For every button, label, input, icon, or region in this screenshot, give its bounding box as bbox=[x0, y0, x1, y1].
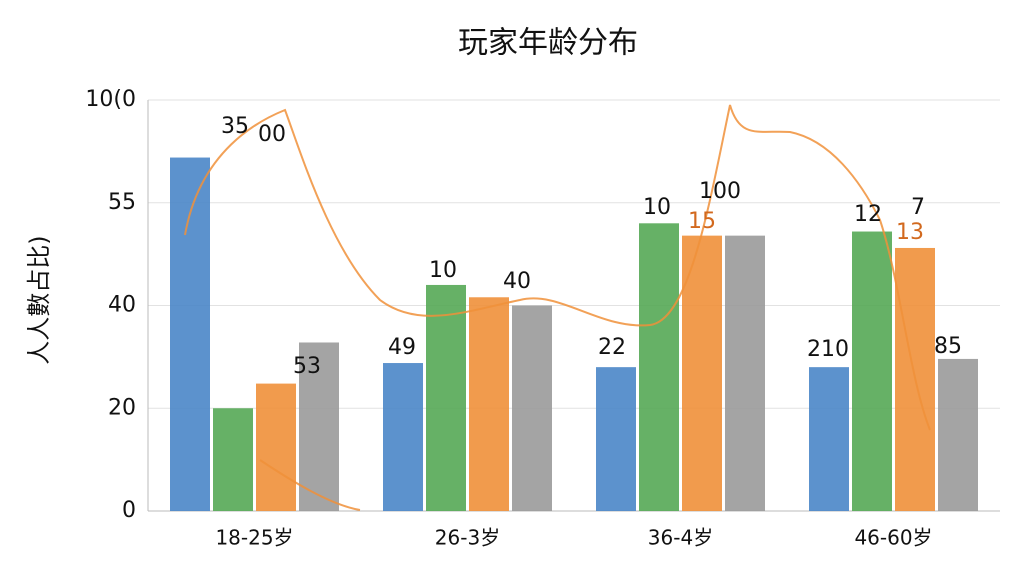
y-axis-title: 人人數占比) bbox=[25, 235, 53, 364]
bar bbox=[469, 297, 509, 511]
trend-curve bbox=[184, 104, 931, 511]
bar bbox=[213, 408, 253, 511]
data-label: 100 bbox=[699, 179, 741, 204]
y-tick-label: 0 bbox=[122, 498, 136, 523]
data-label: 40 bbox=[503, 269, 531, 294]
bar bbox=[383, 363, 423, 511]
data-label: 13 bbox=[896, 220, 924, 245]
bar bbox=[426, 284, 466, 511]
data-label: 22 bbox=[598, 335, 626, 360]
data-label: 12 bbox=[854, 202, 882, 227]
bar bbox=[809, 367, 849, 511]
data-label: 49 bbox=[388, 335, 416, 360]
chart-title: 玩家年龄分布 bbox=[458, 26, 638, 61]
y-tick-label: 40 bbox=[108, 293, 136, 318]
y-tick-label: 55 bbox=[108, 190, 136, 215]
bar bbox=[299, 342, 339, 511]
bar bbox=[725, 235, 765, 511]
bar bbox=[596, 367, 636, 511]
x-tick-label: 26-3岁 bbox=[435, 526, 500, 550]
bar bbox=[256, 383, 296, 511]
y-tick-label: 20 bbox=[108, 395, 136, 420]
x-tick-label: 18-25岁 bbox=[215, 526, 293, 550]
data-label: 7 bbox=[911, 195, 925, 220]
bar bbox=[852, 231, 892, 511]
bar bbox=[938, 358, 978, 511]
data-label: 35 bbox=[221, 114, 249, 139]
y-tick-label: 10(0 bbox=[85, 87, 136, 112]
data-label: 53 bbox=[293, 354, 321, 379]
data-label: 85 bbox=[934, 334, 962, 359]
data-label: 10 bbox=[429, 258, 457, 283]
bar bbox=[512, 305, 552, 511]
bar bbox=[682, 235, 722, 511]
bar bbox=[639, 223, 679, 512]
x-tick-label: 36-4岁 bbox=[648, 526, 713, 550]
data-label: 210 bbox=[807, 337, 849, 362]
data-label: 00 bbox=[258, 122, 286, 147]
data-label: 15 bbox=[688, 209, 716, 234]
x-tick-label: 46-60岁 bbox=[854, 526, 932, 550]
data-label: 10 bbox=[643, 195, 671, 220]
